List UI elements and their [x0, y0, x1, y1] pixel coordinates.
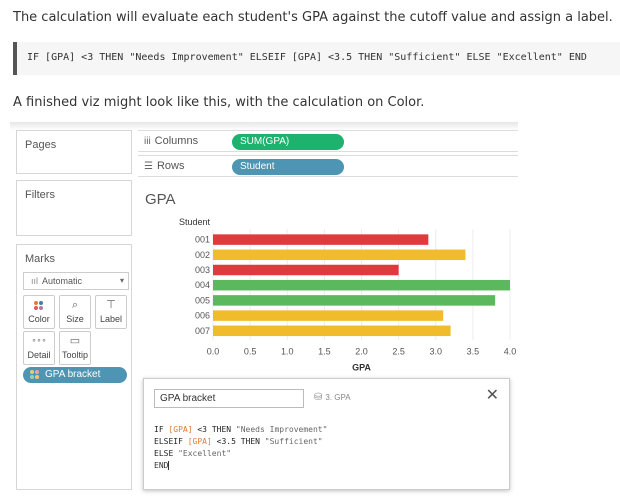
calc-name-input[interactable]: GPA bracket	[154, 389, 304, 408]
size-icon: ⌕	[71, 299, 79, 311]
tooltip-icon: ▭	[69, 335, 81, 347]
columns-shelf[interactable]: iii Columns SUM(GPA)	[138, 130, 518, 152]
close-icon[interactable]: ✕	[485, 387, 499, 404]
columns-icon: iii	[144, 136, 151, 147]
calc-formula-editor[interactable]: IF [GPA] <3 THEN "Needs Improvement" ELS…	[154, 424, 327, 472]
gpa-bracket-pill-label: GPA bracket	[45, 369, 101, 380]
chevron-down-icon: ▾	[119, 276, 124, 285]
intro-paragraph: The calculation will evaluate each stude…	[13, 10, 613, 25]
y-axis-title: Student	[179, 217, 211, 227]
filters-label: Filters	[25, 189, 55, 201]
bar	[213, 295, 496, 306]
columns-label: Columns	[154, 135, 199, 147]
rows-label: Rows	[156, 160, 185, 172]
bar	[213, 234, 429, 245]
size-button-label: Size	[66, 314, 84, 324]
label-button[interactable]: ⊤ Label	[95, 295, 127, 329]
x-tick-label: 0.0	[207, 346, 220, 356]
gpa-bracket-color-pill[interactable]: GPA bracket	[23, 367, 127, 383]
category-label: 004	[195, 280, 210, 290]
tableau-workspace: Pages Filters Marks ııl Automatic ▾ Color…	[10, 122, 518, 490]
bar	[213, 264, 399, 276]
category-label: 005	[195, 295, 210, 305]
category-label: 006	[195, 311, 210, 321]
detail-button[interactable]: ∘∘∘ Detail	[23, 331, 55, 365]
category-label: 002	[195, 250, 210, 260]
marks-label: Marks	[25, 253, 55, 265]
rows-shelf[interactable]: ☰ Rows Student	[138, 155, 518, 177]
formula-line-2: ELSEIF [GPA] <3.5 THEN "Sufficient"	[154, 437, 323, 446]
category-label: 003	[195, 265, 210, 275]
x-tick-label: 2.0	[355, 346, 368, 356]
color-icon	[24, 296, 54, 314]
formula-line-1: IF [GPA] <3 THEN "Needs Improvement"	[154, 425, 328, 434]
student-pill[interactable]: Student	[232, 159, 344, 175]
code-block: IF [GPA] <3 THEN "Needs Improvement" ELS…	[13, 42, 620, 75]
detail-icon: ∘∘∘	[31, 336, 47, 345]
calc-datasource: 3. GPA	[325, 393, 351, 402]
filters-card[interactable]: Filters	[16, 180, 132, 236]
bar	[213, 325, 451, 337]
x-tick-label: 0.5	[244, 346, 257, 356]
size-button[interactable]: ⌕ Size	[59, 295, 91, 329]
datasource-icon: ⛁	[314, 392, 323, 403]
marks-card: Marks ııl Automatic ▾ Color ⌕ Size ⊤ Labe…	[16, 244, 132, 490]
color-icon	[30, 370, 40, 380]
detail-button-label: Detail	[27, 350, 51, 360]
x-tick-label: 4.0	[504, 346, 517, 356]
category-label: 001	[195, 235, 210, 245]
text-cursor	[168, 461, 175, 470]
label-icon: ⊤	[106, 299, 116, 311]
bar	[213, 279, 510, 291]
formula-line-3: ELSE "Excellent"	[154, 449, 232, 458]
category-label: 007	[195, 326, 210, 336]
mark-type-value: Automatic	[42, 276, 83, 286]
x-tick-label: 3.5	[467, 346, 480, 356]
x-tick-label: 3.0	[429, 346, 442, 356]
x-tick-label: 2.5	[392, 346, 405, 356]
pages-label: Pages	[25, 139, 57, 151]
label-button-label: Label	[99, 314, 123, 324]
color-button[interactable]: Color	[23, 295, 55, 329]
sum-gpa-pill[interactable]: SUM(GPA)	[232, 134, 344, 150]
sheet-title: GPA	[145, 191, 176, 208]
calculation-dialog: GPA bracket ⛁ 3. GPA ✕ IF [GPA] <3 THEN "…	[143, 378, 510, 490]
gpa-bar-chart: Student 001 002 003 004 005 006 007 0.0 0.5 1.0 1.5…	[179, 217, 517, 372]
bar	[213, 310, 444, 321]
color-button-label: Color	[28, 314, 50, 324]
caption-paragraph: A finished viz might look like this, wit…	[13, 95, 425, 110]
pages-card[interactable]: Pages	[16, 130, 132, 174]
x-axis-title: GPA	[352, 362, 371, 372]
tooltip-button-label: Tooltip	[61, 350, 88, 360]
bar-chart-icon: ııl	[31, 276, 39, 286]
tooltip-button[interactable]: ▭ Tooltip	[59, 331, 91, 365]
top-divider	[10, 122, 518, 130]
bar	[213, 249, 466, 261]
rows-icon: ☰	[144, 161, 153, 172]
formula-line-4: END	[154, 461, 169, 470]
mark-type-dropdown[interactable]: ııl Automatic ▾	[23, 272, 129, 290]
x-tick-label: 1.5	[318, 346, 331, 356]
x-tick-label: 1.0	[281, 346, 294, 356]
code-text: IF [GPA] <3 THEN "Needs Improvement" ELS…	[27, 52, 587, 63]
